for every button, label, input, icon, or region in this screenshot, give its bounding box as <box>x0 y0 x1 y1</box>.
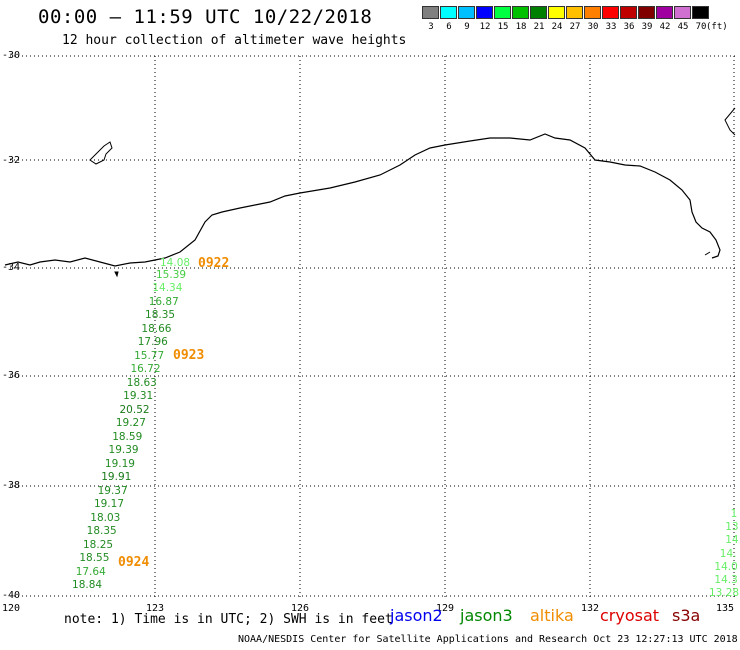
wave-height-reading: 18.66 <box>141 322 172 335</box>
legend-swatch <box>638 6 655 19</box>
map-title: 00:00 – 11:59 UTC 10/22/2018 <box>38 6 373 28</box>
legend-value: 24 <box>551 22 563 32</box>
legend-swatch <box>494 6 511 19</box>
legend-swatch <box>476 6 493 19</box>
wave-height-reading: 13 <box>725 521 739 534</box>
legend-value: 33 <box>605 22 617 32</box>
wave-height-reading: 16.87 <box>148 295 179 308</box>
wave-height-reading: 20.52 <box>119 403 150 416</box>
credit-footer: NOAA/NESDIS Center for Satellite Applica… <box>238 634 738 645</box>
color-scale-labels: 3 6 9 12 15 18 21 24 27 30 33 36 39 42 45 70 <box>422 22 710 32</box>
wave-height-reading: 14.0 <box>714 560 738 573</box>
wave-height-reading: 18.63 <box>126 376 157 389</box>
legend-unit: (ft) <box>706 22 728 32</box>
lat-label: -38 <box>2 480 21 491</box>
legend-value: 12 <box>479 22 491 32</box>
legend-value: 36 <box>623 22 635 32</box>
wave-height-reading: 14.3 <box>714 574 738 586</box>
legend-swatch <box>674 6 691 19</box>
inlet-mark <box>704 251 711 256</box>
lat-label: -32 <box>2 155 21 166</box>
lon-label: 120 <box>2 603 21 614</box>
wave-height-reading: 13.28 <box>709 587 740 600</box>
wave-height-reading: 14.34 <box>152 282 183 295</box>
footnote: note: 1) Time is in UTC; 2) SWH is in fe… <box>64 612 393 627</box>
legend-swatch <box>440 6 457 19</box>
island-coastline <box>89 141 113 165</box>
legend-swatch <box>656 6 673 19</box>
lat-label: -40 <box>2 590 21 601</box>
legend-swatch <box>458 6 475 19</box>
satellite-jason2: jason2 <box>390 606 443 625</box>
legend-value: 39 <box>641 22 653 32</box>
map-subtitle: 12 hour collection of altimeter wave hei… <box>62 33 407 48</box>
wave-height-reading: 19.37 <box>97 484 128 497</box>
satellite-altika: altika <box>530 606 574 625</box>
wave-height-reading: 19.19 <box>104 457 135 470</box>
lon-label: 123 <box>146 603 165 614</box>
lat-label: -36 <box>2 370 21 381</box>
lon-label: 129 <box>436 603 455 614</box>
wave-height-reading: 19.27 <box>115 417 146 430</box>
legend-value: 45 <box>677 22 689 32</box>
legend-value: 3 <box>428 22 434 32</box>
legend-value: 70 <box>695 22 707 32</box>
wave-height-reading: 18.35 <box>145 309 176 322</box>
grid-lines <box>10 55 735 600</box>
wave-height-reading: 18.55 <box>79 552 110 565</box>
legend-value: 42 <box>659 22 671 32</box>
legend-swatch <box>692 6 709 19</box>
wave-height-reading: 18.25 <box>83 538 114 551</box>
wave-height-reading: 18.84 <box>72 579 103 592</box>
legend-value: 21 <box>533 22 545 32</box>
legend-value: 9 <box>464 22 470 32</box>
legend-value: 15 <box>497 22 509 32</box>
legend-value: 18 <box>515 22 527 32</box>
wave-height-reading: 16.72 <box>130 363 161 376</box>
wave-height-reading: 17.64 <box>75 565 106 578</box>
wave-height-reading: 19.31 <box>123 390 154 403</box>
wave-height-reading: 19.91 <box>101 471 132 484</box>
satellite-cryosat: cryosat <box>600 606 660 625</box>
wave-height-reading: 17.96 <box>137 336 168 349</box>
wave-height-reading: 15.77 <box>134 349 165 362</box>
pass-time-label: 0924 <box>118 555 150 570</box>
legend-value: 27 <box>569 22 581 32</box>
wave-height-reading: 19.17 <box>93 498 124 511</box>
legend-value: 30 <box>587 22 599 32</box>
lon-label: 132 <box>581 603 600 614</box>
legend-swatch <box>566 6 583 19</box>
legend-value: 6 <box>446 22 452 32</box>
legend-swatch <box>620 6 637 19</box>
wave-height-reading: 14 <box>725 534 739 547</box>
legend-swatch <box>512 6 529 19</box>
lon-label: 135 <box>716 603 735 614</box>
lat-label: -34 <box>2 262 21 273</box>
legend-swatch <box>602 6 619 19</box>
small-island <box>114 271 119 278</box>
color-scale-legend <box>422 6 710 19</box>
wave-height-reading: 19.39 <box>108 444 139 457</box>
lat-label: -30 <box>2 50 21 61</box>
legend-swatch <box>422 6 439 19</box>
wave-height-reading: 1 <box>730 508 738 520</box>
legend-swatch <box>584 6 601 19</box>
legend-swatch <box>548 6 565 19</box>
wave-height-reading: 18.35 <box>86 525 117 538</box>
pass-time-label: 0922 <box>198 256 230 271</box>
peninsula-coastline <box>724 107 736 136</box>
lon-label: 126 <box>291 603 310 614</box>
wave-height-reading: 18.59 <box>112 430 143 443</box>
wave-height-reading: 15.39 <box>156 269 187 281</box>
satellite-jason3: jason3 <box>460 606 513 625</box>
coastline <box>4 133 721 267</box>
pass-time-label: 0923 <box>173 348 205 363</box>
wave-height-reading: 14.08 <box>160 257 191 269</box>
legend-swatch <box>530 6 547 19</box>
satellite-s3a: s3a <box>672 606 701 625</box>
wave-height-reading: 14. <box>719 547 737 560</box>
wave-height-reading: 18.03 <box>90 511 121 524</box>
